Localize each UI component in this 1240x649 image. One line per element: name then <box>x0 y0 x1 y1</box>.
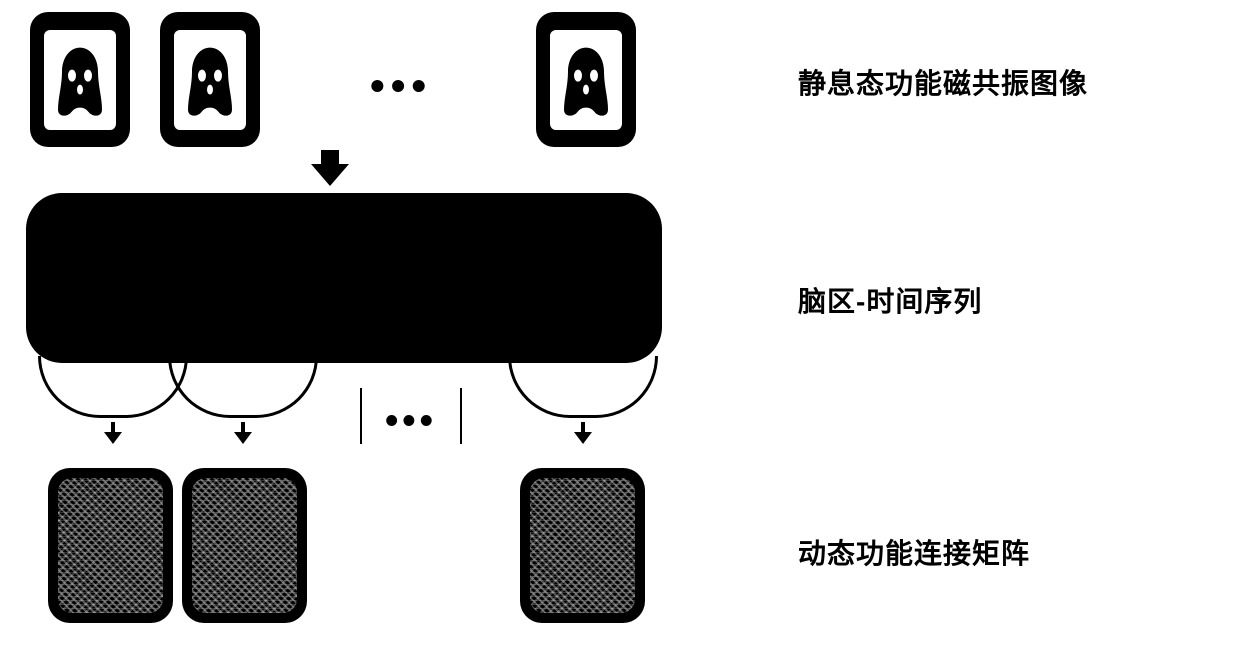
window-arc <box>38 356 188 418</box>
label-row1: 静息态功能磁共振图像 <box>798 62 1088 102</box>
scan-card <box>536 12 636 147</box>
arrow-down-icon <box>311 150 349 186</box>
brain-glyph-icon <box>182 41 238 121</box>
scan-inner <box>44 30 116 130</box>
scan-card <box>160 12 260 147</box>
matrix-card <box>520 468 645 623</box>
matrix-card <box>182 468 307 623</box>
arrow-down-small-icon <box>574 422 592 444</box>
window-arc <box>168 356 318 418</box>
scan-card <box>30 12 130 147</box>
scan-inner <box>550 30 622 130</box>
vline <box>360 388 362 444</box>
timeseries-block <box>26 193 662 363</box>
diagram-canvas: ••• ••• 静息态功 <box>0 0 1240 649</box>
brain-glyph-icon <box>558 41 614 121</box>
matrix-noise <box>192 478 297 613</box>
arrow-down-small-icon <box>234 422 252 444</box>
window-arc <box>508 356 658 418</box>
ellipsis-windows: ••• <box>385 400 437 443</box>
matrix-noise <box>58 478 163 613</box>
label-row2: 脑区-时间序列 <box>798 280 982 320</box>
brain-glyph-icon <box>52 41 108 121</box>
ellipsis-row1: ••• <box>370 62 432 110</box>
matrix-card <box>48 468 173 623</box>
scan-inner <box>174 30 246 130</box>
label-row3: 动态功能连接矩阵 <box>798 532 1030 572</box>
matrix-noise <box>530 478 635 613</box>
vline <box>460 388 462 444</box>
arrow-down-small-icon <box>104 422 122 444</box>
